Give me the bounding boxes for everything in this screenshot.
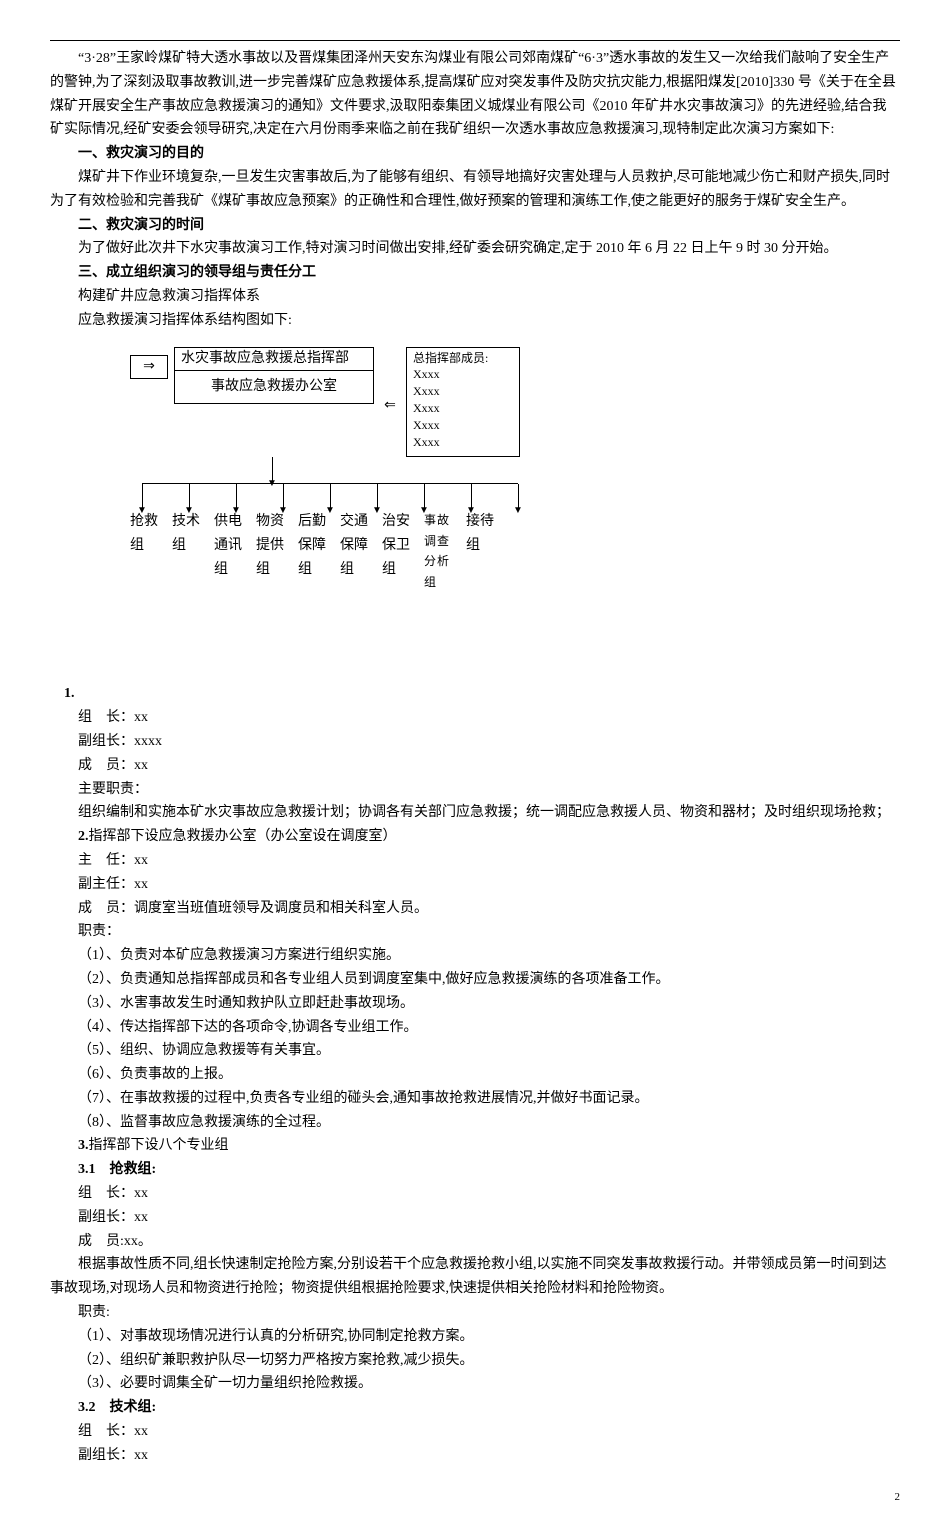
top-rule: [50, 40, 900, 41]
org-chart: ⇒ 水灾事故应急救援总指挥部 事故应急救援办公室 ⇐ 总指挥部成员: Xxxx …: [130, 347, 650, 679]
item-1-member: 成 员：xx: [50, 754, 900, 778]
connector-vertical: ▼: [130, 457, 650, 483]
item-2-sub-1: （1）、负责对本矿应急救援演习方案进行组织实施。: [50, 944, 900, 968]
section-1-body: 煤矿井下作业环境复杂,一旦发生灾害事故后,为了能够有组织、有领导地搞好灾害处理与…: [50, 166, 900, 214]
group-3-1-vice: 副组长：xx: [50, 1206, 900, 1230]
item-2-sub-4: （4）、传达指挥部下达的各项命令,协调各专业组工作。: [50, 1016, 900, 1040]
member-1: Xxxx: [413, 383, 513, 400]
group-3-1-label: 3.1 抢救组:: [50, 1158, 900, 1182]
item-2: 2.指挥部下设应急救援办公室（办公室设在调度室）: [50, 825, 900, 849]
item-2-resp: 职责：: [50, 920, 900, 944]
item-2-sub-7: （7）、在事故救援的过程中,负责各专业组的碰头会,通知事故抢救进展情况,并做好书…: [50, 1087, 900, 1111]
page-number: 2: [50, 1488, 900, 1507]
item-2-sub-6: （6）、负责事故的上报。: [50, 1063, 900, 1087]
group-6: 治安保卫组: [382, 510, 420, 581]
item-1-resp-label: 主要职责：: [50, 778, 900, 802]
group-1: 技术组: [172, 510, 210, 558]
group-3-1-sub-2: （2）、组织矿兼职救护队尽一切努力严格按方案抢救,减少损失。: [50, 1349, 900, 1373]
item-1-resp-body: 组织编制和实施本矿水灾事故应急救援计划；协调各有关部门应急救援；统一调配应急救援…: [50, 801, 900, 825]
office-box: 事故应急救援办公室: [174, 371, 374, 404]
group-3-1-body: 根据事故性质不同,组长快速制定抢险方案,分别设若干个应急救援抢救小组,以实施不同…: [50, 1253, 900, 1301]
section-2-body: 为了做好此次井下水灾事故演习工作,特对演习时间做出安排,经矿委会研究确定,定于 …: [50, 237, 900, 261]
item-1-label: 1.: [50, 682, 900, 706]
group-3-1-member: 成 员:xx。: [50, 1230, 900, 1254]
group-3-1-leader: 组 长：xx: [50, 1182, 900, 1206]
item-2-member: 成 员：调度室当班值班领导及调度员和相关科室人员。: [50, 897, 900, 921]
member-0: Xxxx: [413, 366, 513, 383]
members-title: 总指挥部成员:: [413, 350, 513, 367]
group-3-1-sub-1: （1）、对事故现场情况进行认真的分析研究,协同制定抢救方案。: [50, 1325, 900, 1349]
group-7: 事故调查分析组: [424, 510, 462, 592]
item-3-label: 3.: [78, 1138, 89, 1153]
arrow-right-icon: ⇒: [130, 355, 168, 379]
connector-drops: ▼ ▼ ▼ ▼ ▼ ▼ ▼ ▼ ▼: [130, 484, 550, 510]
group-2: 供电通讯组: [214, 510, 252, 581]
member-3: Xxxx: [413, 417, 513, 434]
item-2-leader: 主 任：xx: [50, 849, 900, 873]
group-3-1-sub-3: （3）、必要时调集全矿一切力量组织抢险救援。: [50, 1372, 900, 1396]
item-3: 3.指挥部下设八个专业组: [50, 1134, 900, 1158]
section-2-title: 二、救灾演习的时间: [50, 214, 900, 238]
members-box: 总指挥部成员: Xxxx Xxxx Xxxx Xxxx Xxxx: [406, 347, 520, 458]
group-3: 物资提供组: [256, 510, 294, 581]
member-4: Xxxx: [413, 434, 513, 451]
group-3-1-resp: 职责:: [50, 1301, 900, 1325]
group-8: 接待组: [466, 510, 504, 558]
arrow-left-icon: ⇐: [378, 355, 402, 458]
item-1-vice: 副组长：xxxx: [50, 730, 900, 754]
group-boxes: 抢救组 技术组 供电通讯组 物资提供组 后勤保障组 交通保障组 治安保卫组 事故…: [130, 510, 650, 678]
item-2-vice: 副主任：xx: [50, 873, 900, 897]
item-2-sub-3: （3）、水害事故发生时通知救护队立即赶赴事故现场。: [50, 992, 900, 1016]
group-4: 后勤保障组: [298, 510, 336, 581]
hq-box: 水灾事故应急救援总指挥部: [174, 347, 374, 371]
section-3-title: 三、成立组织演习的领导组与责任分工: [50, 261, 900, 285]
group-0: 抢救组: [130, 510, 168, 558]
item-2-title: 指挥部下设应急救援办公室（办公室设在调度室）: [89, 829, 397, 844]
group-3-2-label: 3.2 技术组:: [50, 1396, 900, 1420]
member-2: Xxxx: [413, 400, 513, 417]
item-2-sub-8: （8）、监督事故应急救援演练的全过程。: [50, 1111, 900, 1135]
group-3-2-vice: 副组长：xx: [50, 1444, 900, 1468]
intro-paragraph: “3·28”王家岭煤矿特大透水事故以及晋煤集团泽州天安东沟煤业有限公司郊南煤矿“…: [50, 47, 900, 142]
item-2-sub-5: （5）、组织、协调应急救援等有关事宜。: [50, 1039, 900, 1063]
item-2-sub-2: （2）、负责通知总指挥部成员和各专业组人员到调度室集中,做好应急救援演练的各项准…: [50, 968, 900, 992]
section-3-line-2: 应急救援演习指挥体系结构图如下:: [50, 309, 900, 333]
section-3-line-1: 构建矿井应急救演习指挥体系: [50, 285, 900, 309]
group-3-2-leader: 组 长：xx: [50, 1420, 900, 1444]
item-3-title: 指挥部下设八个专业组: [89, 1138, 229, 1153]
group-5: 交通保障组: [340, 510, 378, 581]
item-1-leader: 组 长：xx: [50, 706, 900, 730]
section-1-title: 一、救灾演习的目的: [50, 142, 900, 166]
item-2-label: 2.: [78, 829, 89, 844]
